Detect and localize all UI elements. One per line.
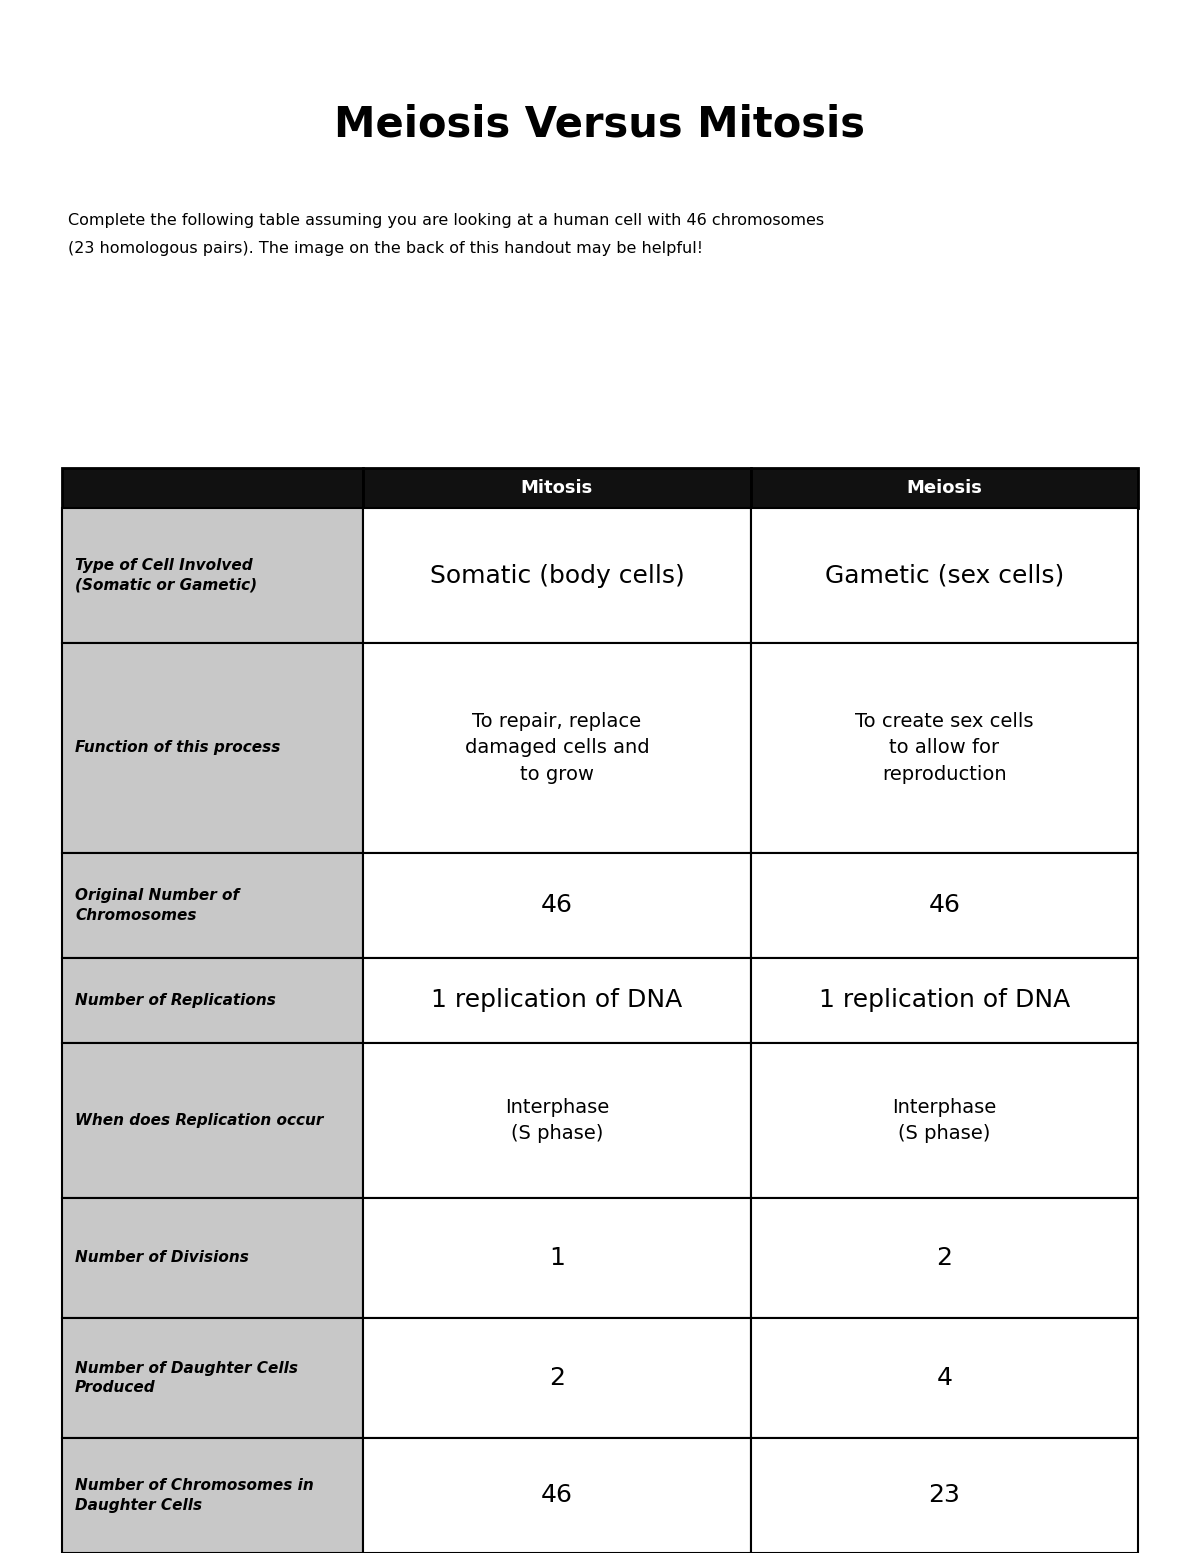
Text: Gametic (sex cells): Gametic (sex cells) (824, 564, 1064, 587)
Text: 1 replication of DNA: 1 replication of DNA (431, 989, 683, 1013)
Text: To create sex cells
to allow for
reproduction: To create sex cells to allow for reprodu… (856, 711, 1033, 784)
Bar (364, 853, 751, 958)
Bar (364, 1044, 751, 1197)
Bar (751, 508, 1138, 643)
Text: Type of Cell Involved
(Somatic or Gametic): Type of Cell Involved (Somatic or Gameti… (74, 558, 257, 593)
Bar (62, 643, 364, 853)
Text: 2: 2 (936, 1246, 953, 1270)
Bar (364, 467, 751, 508)
Text: Complete the following table assuming you are looking at a human cell with 46 ch: Complete the following table assuming yo… (68, 213, 824, 228)
Text: Number of Chromosomes in
Daughter Cells: Number of Chromosomes in Daughter Cells (74, 1478, 313, 1513)
Bar (62, 958, 364, 1044)
Bar (751, 467, 1138, 508)
Bar (751, 643, 1138, 853)
Text: Original Number of
Chromosomes: Original Number of Chromosomes (74, 888, 239, 922)
Text: 23: 23 (929, 1483, 960, 1508)
Text: Number of Replications: Number of Replications (74, 992, 276, 1008)
Text: 46: 46 (929, 893, 960, 918)
Bar (62, 1438, 364, 1553)
Text: 1: 1 (550, 1246, 565, 1270)
Bar (364, 643, 751, 853)
Text: 4: 4 (936, 1367, 953, 1390)
Bar (364, 1438, 751, 1553)
Text: Meiosis: Meiosis (906, 478, 983, 497)
Text: Number of Divisions: Number of Divisions (74, 1250, 248, 1266)
Text: 46: 46 (541, 1483, 572, 1508)
Text: (23 homologous pairs). The image on the back of this handout may be helpful!: (23 homologous pairs). The image on the … (68, 241, 703, 256)
Bar (364, 1197, 751, 1318)
Text: Interphase
(S phase): Interphase (S phase) (892, 1098, 996, 1143)
Text: When does Replication occur: When does Replication occur (74, 1114, 323, 1127)
Text: 46: 46 (541, 893, 572, 918)
Text: Number of Daughter Cells
Produced: Number of Daughter Cells Produced (74, 1360, 298, 1396)
Text: Interphase
(S phase): Interphase (S phase) (505, 1098, 610, 1143)
Bar (62, 508, 364, 643)
Bar (62, 467, 364, 508)
Bar (751, 1438, 1138, 1553)
Text: 1 replication of DNA: 1 replication of DNA (818, 989, 1070, 1013)
Bar (62, 1318, 364, 1438)
Text: Function of this process: Function of this process (74, 741, 281, 755)
Bar (751, 958, 1138, 1044)
Bar (751, 1197, 1138, 1318)
Bar (62, 1044, 364, 1197)
Text: To repair, replace
damaged cells and
to grow: To repair, replace damaged cells and to … (464, 711, 649, 784)
Bar (751, 1044, 1138, 1197)
Text: Mitosis: Mitosis (521, 478, 593, 497)
Bar (62, 1197, 364, 1318)
Text: 2: 2 (548, 1367, 565, 1390)
Text: Somatic (body cells): Somatic (body cells) (430, 564, 684, 587)
Bar (364, 1318, 751, 1438)
Bar (751, 1318, 1138, 1438)
Bar (751, 853, 1138, 958)
Bar (364, 958, 751, 1044)
Text: Meiosis Versus Mitosis: Meiosis Versus Mitosis (335, 102, 865, 146)
Bar (364, 508, 751, 643)
Bar (62, 853, 364, 958)
